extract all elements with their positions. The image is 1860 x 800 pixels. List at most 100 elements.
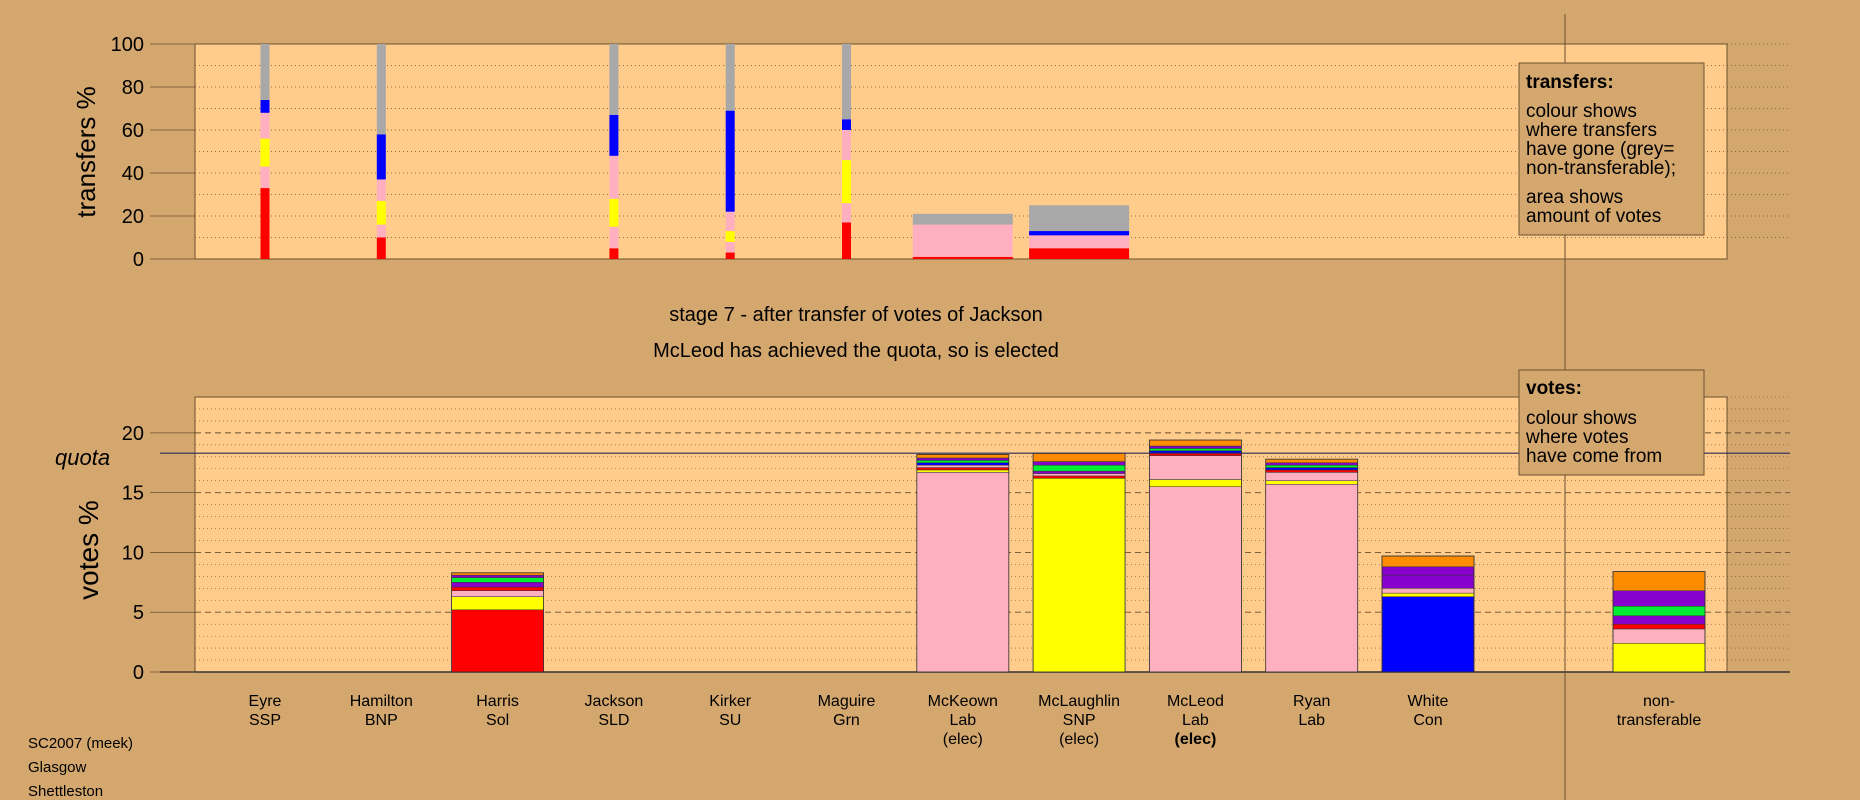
transfer-segment-eyre	[260, 99, 270, 113]
vote-bar-outline	[1612, 571, 1706, 673]
candidate-label-status: (elec)	[1059, 731, 1099, 748]
transfer-segment-kirker	[725, 241, 735, 253]
vote-segment-mckeown	[916, 460, 1010, 464]
vote-segment-harris	[451, 574, 544, 578]
votes-bars	[160, 439, 1790, 673]
transfers-y-tick-label: 0	[133, 249, 144, 271]
vote-segment-harris	[451, 586, 544, 591]
candidate-label-party: transferable	[1617, 712, 1702, 729]
transfer-segment-eyre	[260, 188, 270, 259]
transfer-segment-jackson	[609, 44, 619, 115]
candidate-label-name: Ryan	[1293, 693, 1330, 710]
vote-segment-mckeown	[916, 467, 1010, 471]
candidate-label-party: BNP	[365, 712, 398, 729]
vote-segment-ryan	[1265, 464, 1358, 468]
vote-bar-outline	[1265, 458, 1359, 673]
transfer-segment-maguire	[842, 119, 851, 130]
vote-segment-white	[1381, 588, 1475, 594]
vote-segment-mckeown	[916, 454, 1010, 459]
vote-segment-mclaughlin	[1032, 475, 1126, 479]
candidate-label-name: Eyre	[249, 693, 282, 710]
transfer-segment-jackson	[609, 226, 619, 249]
transfer-segment-maguire	[842, 203, 851, 223]
transfer-segment-kirker	[725, 110, 735, 212]
vote-segment-mcleod	[1149, 455, 1242, 480]
vote-segment-non	[1612, 615, 1706, 625]
transfers-legend-line-6: amount of votes	[1526, 206, 1661, 227]
vote-segment-mckeown	[916, 472, 1010, 673]
candidate-label-name: non-	[1643, 693, 1675, 710]
footer-line-1: SC2007 (meek)	[28, 735, 133, 752]
transfers-legend-line-3: have gone (grey=	[1526, 139, 1674, 160]
transfers-y-label: transfers %	[71, 86, 101, 218]
vote-segment-ryan	[1265, 458, 1358, 464]
vote-segment-mclaughlin	[1032, 478, 1126, 673]
candidate-label-status: (elec)	[1175, 731, 1217, 748]
vote-segment-non	[1612, 605, 1706, 617]
vote-segment-harris	[451, 590, 544, 597]
candidate-label-name: Maguire	[818, 693, 876, 710]
transfer-segment-kirker	[725, 252, 735, 259]
candidate-label-name: Kirker	[709, 693, 751, 710]
transfer-segment-eyre	[260, 166, 270, 189]
transfers-legend: transfers: colour shows where transfers …	[1518, 62, 1705, 236]
candidate-label-name: Jackson	[585, 693, 644, 710]
votes-y-axis: 0 5 10 15 20	[122, 423, 195, 684]
vote-segment-white	[1381, 596, 1475, 673]
candidate-labels: Eyre SSP Hamilton BNP Harris Sol Jackson SLD Kir…	[249, 693, 1702, 748]
transfer-segment-kirker	[725, 211, 735, 232]
transfer-segment-mclaughlin	[1029, 235, 1130, 249]
vote-bar-outline	[1381, 555, 1475, 673]
candidate-label-name: Hamilton	[350, 693, 413, 710]
transfers-legend-title: transfers:	[1526, 72, 1614, 93]
vote-segment-harris	[451, 596, 544, 611]
votes-y-tick-label: 0	[133, 662, 144, 684]
transfer-segment-maguire	[842, 44, 851, 120]
votes-y-tick-label: 15	[122, 483, 144, 505]
vote-segment-mclaughlin	[1032, 470, 1126, 474]
transfer-segment-kirker	[725, 231, 735, 242]
votes-legend-line-1: colour shows	[1526, 408, 1637, 429]
transfer-segment-hamilton	[376, 44, 386, 135]
votes-legend-line-3: have come from	[1526, 446, 1662, 467]
vote-segment-harris	[451, 577, 544, 583]
transfer-segment-kirker	[725, 44, 735, 111]
vote-segment-mcleod	[1149, 445, 1242, 449]
vote-segment-white	[1381, 566, 1475, 576]
stage-subtitle: McLeod has achieved the quota, so is ele…	[653, 340, 1059, 362]
transfers-legend-line-4: non-transferable);	[1526, 158, 1676, 179]
vote-segment-ryan	[1265, 469, 1358, 473]
candidate-label-party: SLD	[598, 712, 629, 729]
transfer-segment-maguire	[842, 160, 851, 204]
candidate-label-party: SSP	[249, 712, 281, 729]
vote-bar-outline	[916, 453, 1010, 673]
vote-segment-mcleod	[1149, 448, 1242, 452]
vote-bar-outline	[451, 572, 545, 673]
transfers-legend-line-5: area shows	[1526, 187, 1623, 208]
vote-segment-mclaughlin	[1032, 452, 1126, 462]
transfers-legend-line-1: colour shows	[1526, 101, 1637, 122]
candidate-label-party: SNP	[1063, 712, 1096, 729]
transfers-y-tick-label: 20	[122, 206, 144, 228]
vote-segment-ryan	[1265, 472, 1358, 481]
votes-y-tick-label: 20	[122, 423, 144, 445]
vote-segment-white	[1381, 574, 1475, 589]
transfer-segment-mclaughlin	[1029, 248, 1130, 259]
transfer-segment-jackson	[609, 198, 619, 227]
vote-segment-mckeown	[916, 464, 1010, 468]
transfer-segment-hamilton	[376, 224, 386, 238]
stage-title: stage 7 - after transfer of votes of Jac…	[669, 304, 1043, 326]
transfers-y-tick-label: 80	[122, 77, 144, 99]
vote-bar-outline	[1149, 439, 1242, 673]
vote-segment-non	[1612, 628, 1706, 644]
transfer-segment-maguire	[842, 130, 851, 161]
transfers-bars	[260, 44, 1130, 259]
vote-segment-mclaughlin	[1032, 461, 1126, 466]
votes-y-tick-label: 10	[122, 542, 144, 564]
transfer-segment-eyre	[260, 44, 270, 100]
candidate-label-name: McKeown	[928, 693, 998, 710]
vote-segment-ryan	[1265, 467, 1358, 471]
candidate-label-name: McLeod	[1167, 693, 1224, 710]
candidate-label-name: White	[1408, 693, 1449, 710]
